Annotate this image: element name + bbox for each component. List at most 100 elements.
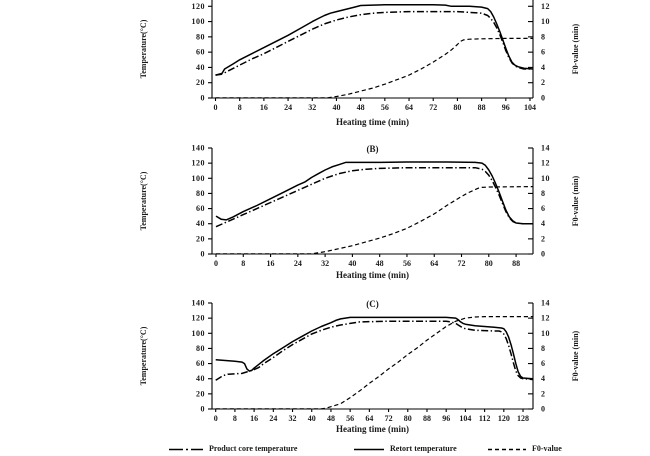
legend-item-retort: Retort temperature: [353, 442, 457, 456]
y-right-tick-label: 0: [541, 250, 546, 259]
dashdot-line-icon: [169, 448, 203, 450]
x-tick-label: 96: [442, 414, 450, 423]
y-left-axis-title: Temperature(°C): [139, 171, 148, 230]
x-tick-label: 48: [376, 259, 384, 268]
x-tick-label: 0: [214, 103, 218, 112]
y-left-axis-title: Temperature(°C): [139, 326, 148, 385]
x-tick-label: 16: [250, 414, 258, 423]
x-tick-label: 0: [214, 414, 218, 423]
dashed-line-icon: [488, 448, 526, 450]
x-tick-label: 24: [269, 414, 277, 423]
x-tick-label: 128: [517, 414, 529, 423]
y-right-tick-label: 6: [541, 204, 546, 213]
y-left-tick-label: 20: [196, 78, 205, 87]
axes-c: [208, 302, 534, 412]
y-right-tick-label: 12: [541, 159, 550, 168]
y-left-tick-label: 0: [201, 250, 206, 259]
y-left-axis-title: Temperature(°C): [139, 19, 148, 78]
x-tick-label: 40: [308, 414, 316, 423]
y-right-tick-label: 10: [541, 174, 550, 183]
x-tick-label: 64: [405, 103, 413, 112]
retort-temperature-line: [215, 316, 533, 380]
x-tick-label: 40: [348, 259, 356, 268]
x-tick-label: 8: [233, 414, 237, 423]
x-tick-label: 64: [430, 259, 438, 268]
y-left-tick-label: 140: [192, 144, 206, 153]
legend-item-product-core: Product core temperature: [168, 442, 297, 456]
x-tick-label: 64: [365, 414, 373, 423]
y-right-axis-title: F0-value (min): [571, 330, 580, 381]
chart-panel-a: 0204060801001201400246810121408162432404…: [139, 0, 580, 127]
y-right-tick-label: 6: [541, 48, 546, 57]
y-right-tick-label: 4: [541, 63, 546, 72]
x-tick-label: 48: [357, 103, 365, 112]
x-tick-label: 112: [479, 414, 491, 423]
product-core-temperature-line: [215, 166, 534, 228]
x-tick-label: 32: [308, 103, 316, 112]
y-right-tick-label: 4: [541, 374, 546, 383]
x-tick-label: 16: [267, 259, 275, 268]
x-tick-label: 80: [404, 414, 412, 423]
x-tick-label: 88: [478, 103, 486, 112]
y-left-tick-label: 60: [196, 204, 205, 213]
y-left-tick-label: 120: [192, 314, 206, 323]
x-tick-label: 80: [453, 103, 461, 112]
x-tick-label: 0: [214, 259, 218, 268]
y-left-tick-label: 140: [192, 299, 206, 308]
x-tick-label: 24: [294, 259, 302, 268]
y-right-axis-title: F0-value (min): [571, 175, 580, 226]
x-tick-label: 88: [512, 259, 520, 268]
y-right-axis-title: F0-value (min): [571, 23, 580, 74]
x-tick-label: 120: [498, 414, 510, 423]
y-right-tick-label: 10: [541, 329, 550, 338]
y-left-tick-label: 0: [201, 405, 206, 414]
x-axis-title: Heating time (min): [336, 117, 409, 127]
legend-label-retort: Retort temperature: [390, 444, 457, 453]
product-core-temperature-line: [215, 10, 533, 76]
retort-temperature-line: [215, 161, 534, 225]
x-tick-label: 40: [332, 103, 340, 112]
y-left-tick-label: 20: [196, 234, 205, 243]
y-left-tick-label: 40: [196, 219, 205, 228]
x-axis-title: Heating time (min): [336, 270, 409, 280]
y-left-tick-label: 40: [196, 63, 205, 72]
x-tick-label: 88: [423, 414, 431, 423]
f0-value-line: [216, 186, 534, 255]
y-left-tick-label: 120: [192, 159, 206, 168]
retort-temperature-line: [215, 4, 534, 76]
x-tick-label: 32: [289, 414, 297, 423]
y-left-tick-label: 60: [196, 48, 205, 57]
x-tick-label: 80: [485, 259, 493, 268]
y-left-tick-label: 100: [192, 329, 206, 338]
x-tick-label: 8: [238, 103, 242, 112]
y-right-tick-label: 10: [541, 17, 550, 26]
y-left-tick-label: 0: [201, 94, 206, 103]
x-tick-label: 16: [260, 103, 268, 112]
x-tick-label: 56: [403, 259, 411, 268]
f0-value-line: [215, 316, 533, 410]
legend-label-product-core: Product core temperature: [209, 444, 298, 453]
y-left-tick-label: 120: [192, 2, 206, 11]
x-axis-title: Heating time (min): [336, 424, 409, 434]
x-tick-label: 48: [327, 414, 335, 423]
legend-item-f0-value: F0-value: [487, 442, 562, 456]
x-tick-label: 32: [321, 259, 329, 268]
panel-title: (B): [367, 144, 379, 154]
x-tick-label: 104: [524, 103, 536, 112]
y-right-tick-label: 0: [541, 94, 546, 103]
y-right-tick-label: 6: [541, 359, 546, 368]
x-tick-label: 8: [241, 259, 245, 268]
y-right-tick-label: 14: [541, 144, 550, 153]
x-tick-label: 72: [429, 103, 437, 112]
y-left-tick-label: 40: [196, 374, 205, 383]
x-tick-label: 104: [459, 414, 471, 423]
y-right-tick-label: 14: [541, 299, 550, 308]
y-right-tick-label: 2: [541, 389, 546, 398]
y-right-tick-label: 4: [541, 219, 546, 228]
y-left-tick-label: 100: [192, 17, 206, 26]
x-tick-label: 72: [458, 259, 466, 268]
panel-title: (C): [366, 299, 379, 309]
y-right-tick-label: 2: [541, 234, 546, 243]
